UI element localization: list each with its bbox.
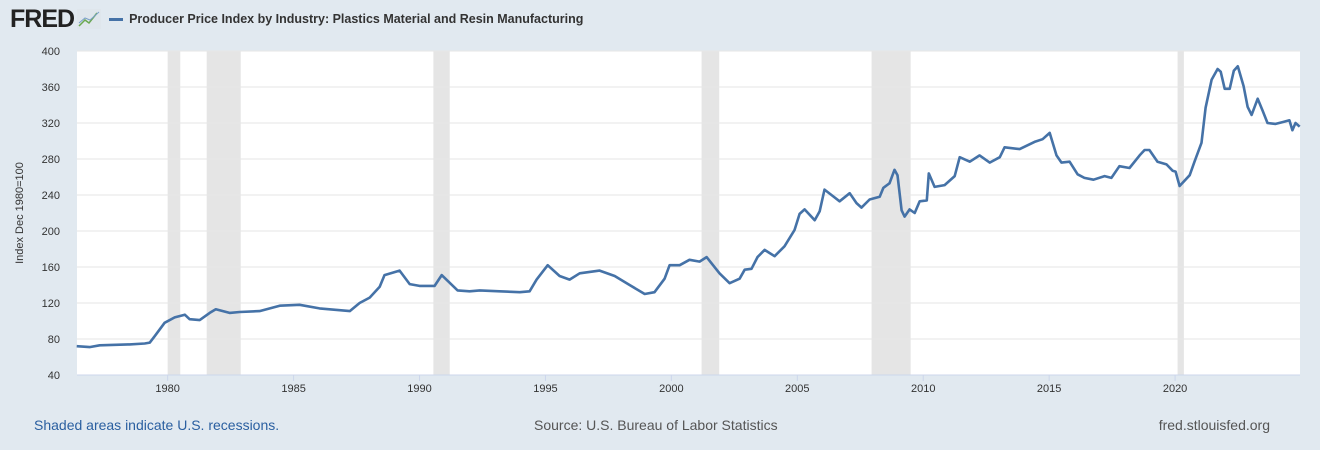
fred-logo[interactable]: FRED (10, 4, 75, 33)
y-tick-label: 160 (42, 262, 60, 274)
x-tick-label: 2010 (911, 383, 935, 395)
x-tick-label: 2020 (1163, 383, 1187, 395)
source-note: Source: U.S. Bureau of Labor Statistics (534, 417, 778, 433)
series-title[interactable]: Producer Price Index by Industry: Plasti… (129, 12, 584, 26)
recession-band (433, 51, 450, 375)
recession-band (701, 51, 720, 375)
x-tick-label: 1990 (407, 383, 431, 395)
legend-line-swatch (109, 17, 124, 21)
x-tick-label: 1995 (533, 383, 557, 395)
y-tick-label: 240 (42, 190, 60, 202)
y-tick-label: 320 (42, 118, 60, 130)
recession-band (1177, 51, 1184, 375)
chart-header: FRED Producer Price Index by Industry: P… (10, 4, 584, 33)
y-tick-label: 360 (42, 82, 60, 94)
y-tick-label: 280 (42, 154, 60, 166)
plot-area (77, 51, 1300, 375)
y-tick-label: 200 (42, 226, 60, 238)
x-tick-label: 2000 (659, 383, 683, 395)
x-tick-label: 1980 (155, 383, 179, 395)
y-tick-label: 120 (42, 298, 60, 310)
line-chart: 1980 1985 1990 1995 2000 2005 2010 2015 2020 40 8… (14, 46, 1301, 395)
fred-chart-icon (77, 9, 102, 29)
series-line (76, 65, 1301, 349)
recession-note: Shaded areas indicate U.S. recessions. (34, 417, 280, 433)
y-axis-label: Index Dec 1980=100 (14, 162, 26, 264)
x-tick-label: 2005 (785, 383, 809, 395)
x-tick-label: 2015 (1037, 383, 1061, 395)
recession-band (167, 51, 181, 375)
site-link[interactable]: fred.stlouisfed.org (1158, 417, 1270, 433)
y-tick-label: 80 (48, 334, 60, 346)
y-tick-label: 40 (48, 370, 60, 382)
x-tick-label: 1985 (281, 383, 305, 395)
recession-band (206, 51, 241, 375)
recession-band (871, 51, 911, 375)
y-tick-label: 400 (42, 46, 60, 58)
